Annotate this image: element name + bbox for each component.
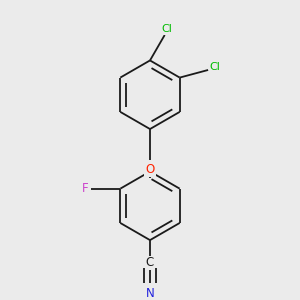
Text: Cl: Cl	[210, 62, 221, 72]
Text: N: N	[146, 287, 154, 300]
Text: F: F	[82, 182, 88, 195]
Text: C: C	[146, 256, 154, 269]
Text: O: O	[146, 163, 154, 176]
Text: Cl: Cl	[161, 24, 172, 34]
